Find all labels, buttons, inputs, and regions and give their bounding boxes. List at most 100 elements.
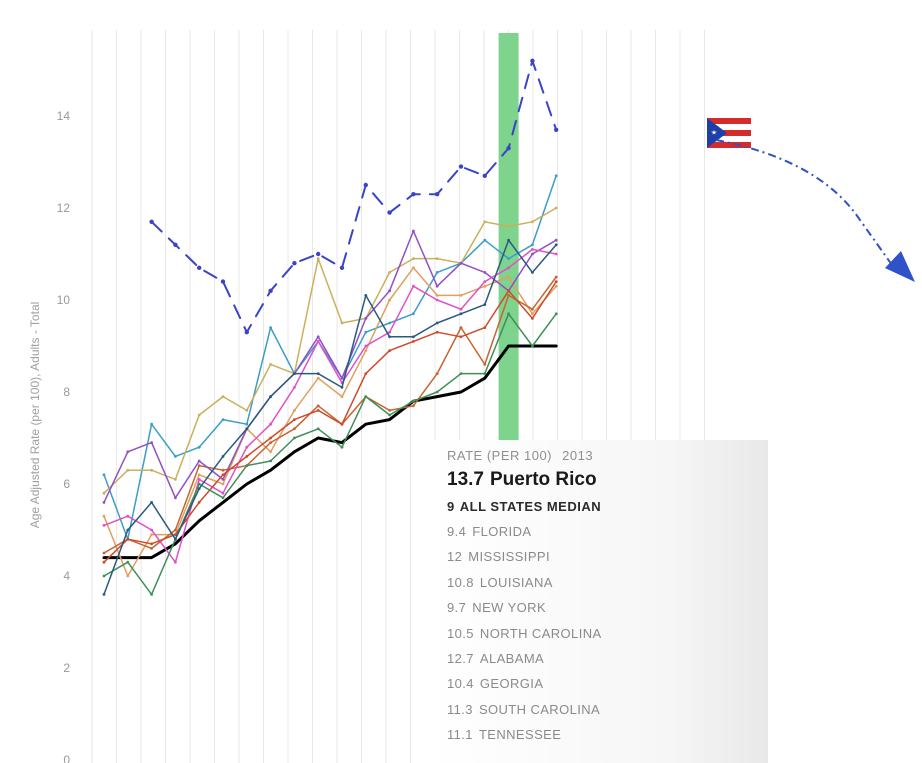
data-point bbox=[412, 335, 415, 338]
tooltip-state-list: 9.4 FLORIDA 12 MISSISSIPPI 10.8 LOUISIANA 9.7 N… bbox=[447, 519, 768, 748]
data-point bbox=[412, 257, 415, 260]
data-point bbox=[507, 289, 510, 292]
data-point bbox=[412, 266, 415, 269]
data-point bbox=[364, 372, 367, 375]
data-point bbox=[269, 450, 272, 453]
data-point bbox=[174, 496, 177, 499]
data-point bbox=[198, 501, 201, 504]
data-point bbox=[341, 322, 344, 325]
highlight-year-band bbox=[499, 33, 519, 443]
y-tick-label: 10 bbox=[57, 293, 71, 307]
data-point bbox=[507, 239, 510, 242]
data-point bbox=[531, 248, 534, 251]
data-point bbox=[388, 409, 391, 412]
data-point bbox=[555, 207, 558, 210]
data-point bbox=[460, 326, 463, 329]
data-point bbox=[555, 280, 558, 283]
tooltip-state-row: 12 MISSISSIPPI bbox=[447, 544, 768, 569]
tooltip-state-value: 12 bbox=[447, 549, 462, 564]
data-point bbox=[364, 395, 367, 398]
data-point bbox=[317, 404, 320, 407]
data-point bbox=[222, 455, 225, 458]
data-point bbox=[530, 59, 534, 63]
data-point bbox=[174, 455, 177, 458]
tooltip-median-row: 9 ALL STATES MEDIAN bbox=[447, 499, 768, 514]
y-tick-label: 2 bbox=[63, 661, 70, 675]
data-point bbox=[245, 446, 248, 449]
data-point bbox=[483, 174, 487, 178]
data-point bbox=[483, 271, 486, 274]
y-axis-label: Age Adjusted Rate (per 100), Adults - To… bbox=[28, 302, 42, 529]
data-point bbox=[103, 501, 106, 504]
data-point bbox=[150, 423, 153, 426]
data-point bbox=[460, 262, 463, 265]
data-point bbox=[293, 427, 296, 430]
data-point bbox=[555, 312, 558, 315]
y-tick-label: 6 bbox=[63, 477, 70, 491]
data-point bbox=[436, 299, 439, 302]
data-point bbox=[555, 243, 558, 246]
arrow-shaft bbox=[716, 140, 892, 265]
data-point bbox=[269, 395, 272, 398]
data-point bbox=[150, 501, 153, 504]
puerto-rico-line bbox=[152, 61, 557, 332]
data-point bbox=[531, 317, 534, 320]
data-point bbox=[388, 322, 391, 325]
tooltip-state-name: NORTH CAROLINA bbox=[480, 626, 602, 641]
data-point bbox=[103, 492, 106, 495]
data-point bbox=[222, 418, 225, 421]
data-point bbox=[341, 446, 344, 449]
data-point bbox=[388, 414, 391, 417]
data-point bbox=[150, 441, 153, 444]
data-point bbox=[173, 243, 177, 247]
data-point bbox=[435, 192, 439, 196]
data-point bbox=[222, 469, 225, 472]
data-point bbox=[436, 331, 439, 334]
data-point bbox=[126, 575, 129, 578]
data-point bbox=[103, 515, 106, 518]
tooltip-state-row: 9.7 NEW YORK bbox=[447, 595, 768, 620]
data-point bbox=[245, 464, 248, 467]
data-point bbox=[388, 271, 391, 274]
data-point bbox=[293, 418, 296, 421]
data-point bbox=[150, 547, 153, 550]
data-point bbox=[317, 335, 320, 338]
data-point bbox=[506, 146, 510, 150]
data-point bbox=[197, 266, 201, 270]
data-point bbox=[341, 395, 344, 398]
tooltip-state-value: 10.4 bbox=[447, 676, 474, 691]
data-point bbox=[388, 349, 391, 352]
data-point bbox=[198, 446, 201, 449]
tooltip-header-label: RATE (PER 100) bbox=[447, 448, 552, 463]
data-point bbox=[126, 538, 129, 541]
tooltip-state-value: 9.7 bbox=[447, 600, 466, 615]
data-point bbox=[436, 257, 439, 260]
data-point bbox=[126, 450, 129, 453]
data-point bbox=[317, 409, 320, 412]
tooltip-state-row: 11.3 SOUTH CAROLINA bbox=[447, 697, 768, 722]
data-point bbox=[198, 464, 201, 467]
tooltip-state-row: 11.1 TENNESSEE bbox=[447, 722, 768, 747]
data-point bbox=[222, 395, 225, 398]
data-point bbox=[460, 308, 463, 311]
data-point bbox=[483, 280, 486, 283]
data-point bbox=[507, 225, 510, 228]
data-point bbox=[269, 437, 272, 440]
tooltip-state-value: 12.7 bbox=[447, 651, 474, 666]
tooltip-highlight-value: 13.7 bbox=[447, 469, 484, 490]
data-point bbox=[507, 294, 510, 297]
data-point bbox=[531, 271, 534, 274]
data-point bbox=[412, 230, 415, 233]
data-point bbox=[245, 423, 248, 426]
data-point bbox=[388, 289, 391, 292]
data-point bbox=[103, 561, 106, 564]
data-point bbox=[364, 345, 367, 348]
tooltip-highlight-row: 13.7 Puerto Rico bbox=[447, 469, 768, 491]
data-point bbox=[507, 312, 510, 315]
dash-dot-arrow-icon bbox=[716, 140, 915, 282]
data-point bbox=[460, 312, 463, 315]
data-point bbox=[174, 538, 177, 541]
data-point bbox=[316, 252, 320, 256]
data-point bbox=[364, 317, 367, 320]
tooltip-state-value: 9.4 bbox=[447, 524, 466, 539]
